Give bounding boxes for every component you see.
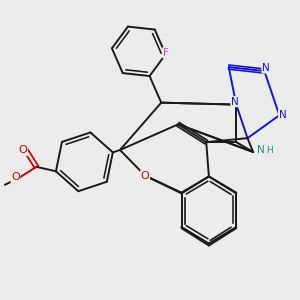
Text: N: N: [231, 97, 238, 106]
Text: N: N: [262, 63, 270, 73]
Text: N: N: [278, 110, 286, 120]
Text: O: O: [141, 171, 149, 181]
Text: O: O: [11, 172, 20, 182]
Text: F: F: [163, 48, 169, 58]
Text: H: H: [266, 146, 273, 155]
Text: O: O: [19, 145, 27, 155]
Text: N: N: [257, 145, 265, 154]
